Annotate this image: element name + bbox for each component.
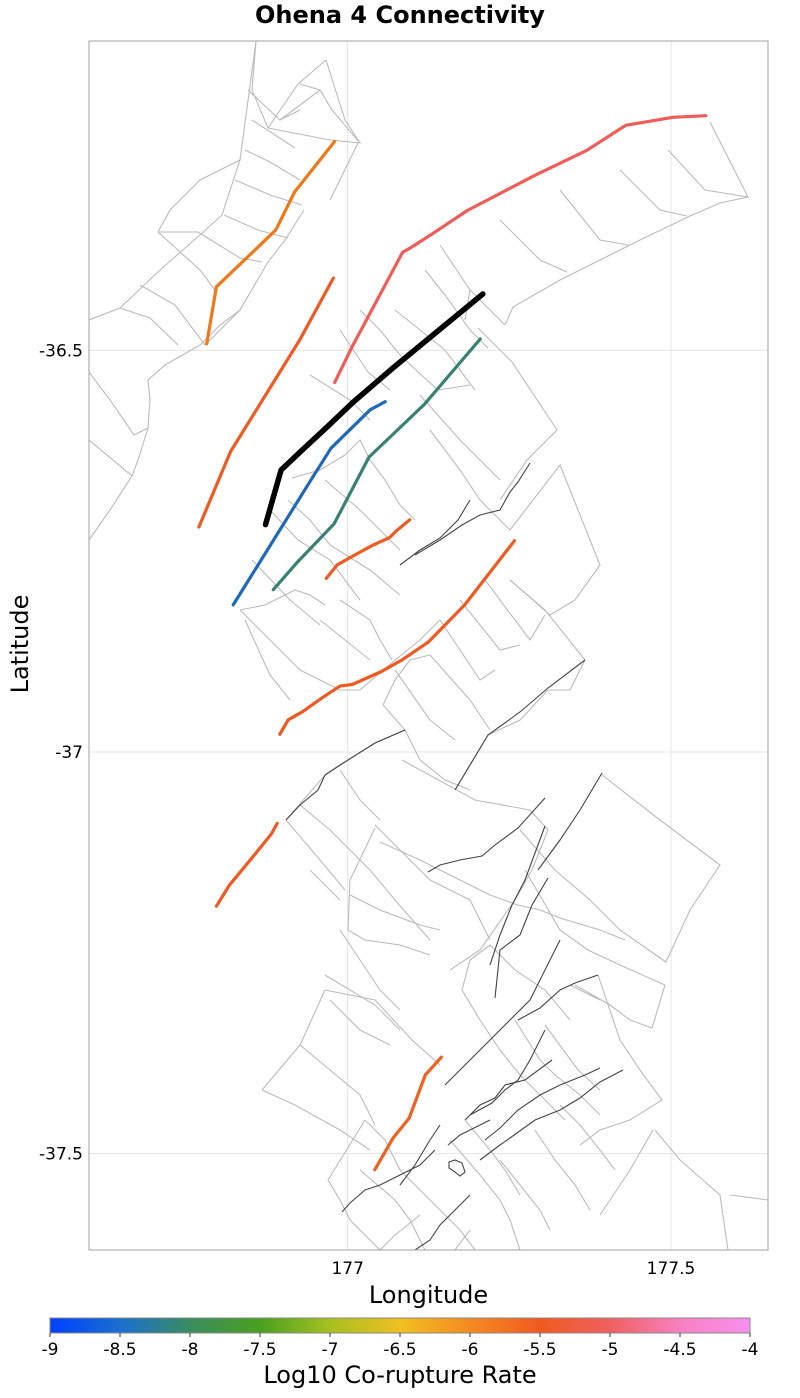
colorbar-tick-label: -6.5 xyxy=(383,1340,416,1360)
connected-fault-trace xyxy=(324,518,412,581)
colorbar-tick-label: -7.5 xyxy=(243,1340,276,1360)
colorbar-tick-label: -6 xyxy=(462,1340,479,1360)
colorbar-ticks: -9 -8.5 -8 -7.5 -7 -6.5 -6 -5.5 -5 -4.5 -4 xyxy=(42,1333,759,1360)
colorbar-tick-label: -9 xyxy=(42,1340,59,1360)
map-gridlines xyxy=(89,41,768,1250)
colorbar-tick-label: -8 xyxy=(182,1340,199,1360)
fault-traces-unconnected xyxy=(285,462,624,1250)
axis-ticks: 177 177.5 -36.5 -37 -37.5 xyxy=(39,341,695,1279)
fault-section-outlines xyxy=(89,41,768,1250)
ohena-4-trace xyxy=(262,291,486,528)
colorbar-tick-label: -4 xyxy=(742,1340,759,1360)
y-axis-label: Latitude xyxy=(6,594,34,694)
connected-fault-trace xyxy=(214,821,279,908)
colorbar-tick-label: -4.5 xyxy=(663,1340,696,1360)
connected-fault-trace xyxy=(373,1055,443,1172)
selected-fault-trace xyxy=(262,291,486,528)
chart-title: Ohena 4 Connectivity xyxy=(255,1,545,29)
plot-frame xyxy=(88,40,769,1251)
connected-fault-traces xyxy=(197,114,708,1172)
colorbar-title: Log10 Co-rupture Rate xyxy=(263,1361,537,1389)
connected-fault-trace xyxy=(205,139,337,346)
connected-fault-trace xyxy=(333,114,708,384)
y-tick-label: -37 xyxy=(55,743,83,763)
x-axis-label: Longitude xyxy=(368,1281,489,1309)
connected-fault-trace xyxy=(278,539,517,736)
colorbar-tick-label: -7 xyxy=(322,1340,339,1360)
colorbar-tick-label: -5.5 xyxy=(523,1340,556,1360)
x-tick-label: 177.5 xyxy=(647,1259,696,1279)
connected-fault-trace xyxy=(271,337,482,592)
colorbar-tick-label: -8.5 xyxy=(103,1340,136,1360)
colorbar-tick-label: -5 xyxy=(602,1340,619,1360)
x-tick-label: 177 xyxy=(331,1259,363,1279)
y-tick-label: -36.5 xyxy=(39,341,83,361)
colorbar xyxy=(49,1317,751,1334)
connected-fault-trace xyxy=(197,276,335,529)
y-tick-label: -37.5 xyxy=(39,1145,83,1165)
connected-fault-trace xyxy=(231,400,387,607)
